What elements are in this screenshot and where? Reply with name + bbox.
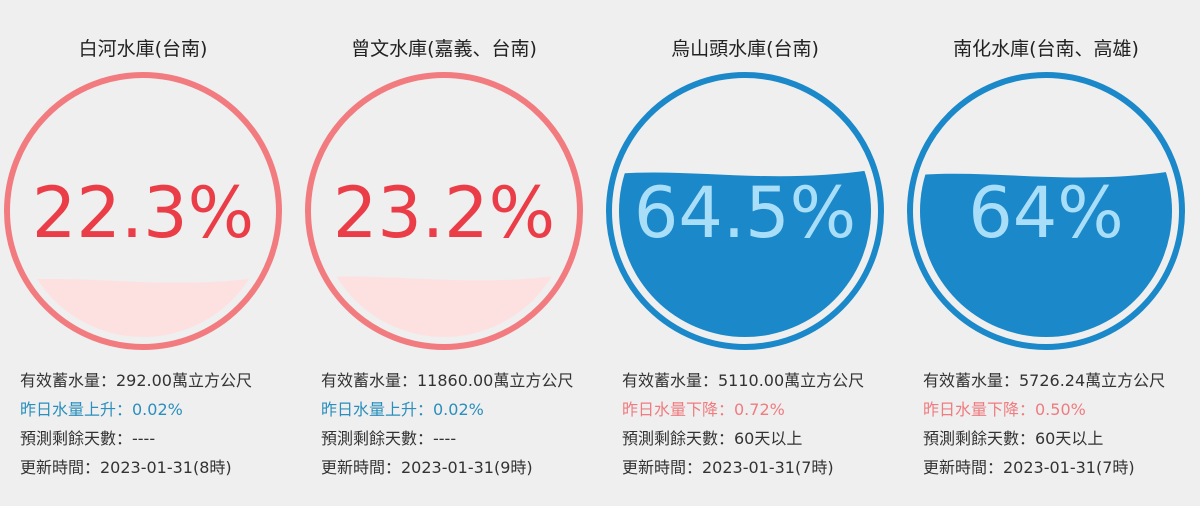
days-text: 預測剩餘天數：60天以上 <box>622 429 803 448</box>
storage-text: 有效蓄水量：5726.24萬立方公尺 <box>923 371 1166 390</box>
storage-text: 有效蓄水量：5110.00萬立方公尺 <box>622 371 865 390</box>
water <box>619 168 871 337</box>
reservoir-title: 南化水庫(台南、高雄) <box>953 38 1139 60</box>
gauge-ring <box>907 72 1185 350</box>
days-text: 預測剩餘天數：---- <box>321 429 457 448</box>
reservoir-info: 有效蓄水量：11860.00萬立方公尺 昨日水量上升：0.02% 預測剩餘天數：--… <box>321 366 583 482</box>
updated-text: 更新時間：2023-01-31(9時) <box>321 458 533 477</box>
storage-text: 有效蓄水量：292.00萬立方公尺 <box>20 371 252 390</box>
reservoir-info: 有效蓄水量：5110.00萬立方公尺 昨日水量下降：0.72% 預測剩餘天數：60天… <box>622 366 884 482</box>
gauge-ring <box>4 72 282 350</box>
updated-text: 更新時間：2023-01-31(7時) <box>622 458 834 477</box>
updated-text: 更新時間：2023-01-31(7時) <box>923 458 1135 477</box>
reservoir-title: 曾文水庫(嘉義、台南) <box>351 38 537 60</box>
percent-label: 22.3% <box>32 172 254 254</box>
updated-text: 更新時間：2023-01-31(8時) <box>20 458 232 477</box>
reservoir-title: 烏山頭水庫(台南) <box>671 38 819 60</box>
change-text: 昨日水量下降：0.50% <box>923 400 1086 419</box>
change-text: 昨日水量下降：0.72% <box>622 400 785 419</box>
days-text: 預測剩餘天數：60天以上 <box>923 429 1104 448</box>
percent-label: 64% <box>968 172 1124 254</box>
days-text: 預測剩餘天數：---- <box>20 429 156 448</box>
gauge-ring <box>606 72 884 350</box>
reservoir-title: 白河水庫(台南) <box>78 38 208 60</box>
reservoir-info: 有效蓄水量：292.00萬立方公尺 昨日水量上升：0.02% 預測剩餘天數：----… <box>20 366 282 482</box>
percent-label: 64.5% <box>634 172 856 254</box>
reservoir-info: 有效蓄水量：5726.24萬立方公尺 昨日水量下降：0.50% 預測剩餘天數：60天… <box>923 366 1185 482</box>
change-text: 昨日水量上升：0.02% <box>321 400 484 419</box>
change-text: 昨日水量上升：0.02% <box>20 400 183 419</box>
percent-label: 23.2% <box>333 172 555 254</box>
water <box>920 169 1172 337</box>
storage-text: 有效蓄水量：11860.00萬立方公尺 <box>321 371 574 390</box>
gauge-ring <box>305 72 583 350</box>
